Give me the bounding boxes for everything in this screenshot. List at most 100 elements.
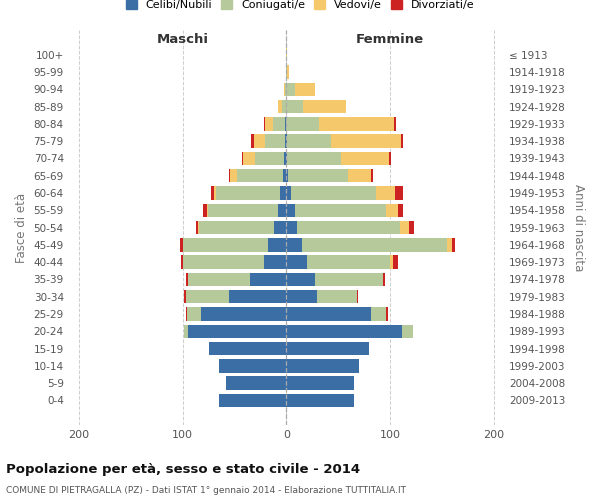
Bar bbox=[383, 272, 385, 286]
Bar bbox=[263, 256, 286, 269]
Text: Femmine: Femmine bbox=[356, 33, 424, 46]
Bar bbox=[286, 152, 287, 165]
Bar bbox=[386, 308, 388, 320]
Bar bbox=[286, 376, 353, 390]
Bar bbox=[283, 169, 286, 182]
Bar bbox=[447, 238, 452, 252]
Bar bbox=[188, 324, 286, 338]
Bar bbox=[274, 221, 286, 234]
Bar bbox=[278, 100, 282, 114]
Bar bbox=[255, 152, 284, 165]
Bar bbox=[307, 256, 390, 269]
Legend: Celibi/Nubili, Coniugati/e, Vedovi/e, Divorziati/e: Celibi/Nubili, Coniugati/e, Vedovi/e, Di… bbox=[121, 0, 479, 15]
Bar bbox=[179, 238, 182, 252]
Bar bbox=[208, 204, 278, 217]
Bar bbox=[219, 394, 286, 407]
Bar bbox=[403, 324, 413, 338]
Bar bbox=[286, 82, 295, 96]
Bar bbox=[286, 169, 289, 182]
Bar bbox=[211, 186, 214, 200]
Bar bbox=[242, 152, 243, 165]
Bar bbox=[292, 186, 376, 200]
Bar bbox=[284, 152, 286, 165]
Bar bbox=[230, 169, 236, 182]
Bar bbox=[286, 342, 369, 355]
Bar bbox=[229, 290, 286, 304]
Bar bbox=[286, 359, 359, 372]
Bar bbox=[181, 256, 182, 269]
Bar bbox=[280, 186, 286, 200]
Bar bbox=[265, 117, 273, 130]
Bar bbox=[409, 221, 414, 234]
Text: COMUNE DI PIETRAGALLA (PZ) - Dati ISTAT 1° gennaio 2014 - Elaborazione TUTTITALI: COMUNE DI PIETRAGALLA (PZ) - Dati ISTAT … bbox=[6, 486, 406, 495]
Bar bbox=[273, 117, 285, 130]
Bar bbox=[186, 290, 229, 304]
Bar bbox=[296, 221, 400, 234]
Bar bbox=[282, 100, 286, 114]
Bar bbox=[400, 221, 409, 234]
Bar bbox=[295, 204, 386, 217]
Bar bbox=[199, 221, 274, 234]
Bar bbox=[316, 272, 383, 286]
Bar bbox=[286, 186, 292, 200]
Bar bbox=[395, 186, 403, 200]
Bar bbox=[188, 272, 250, 286]
Y-axis label: Anni di nascita: Anni di nascita bbox=[572, 184, 585, 272]
Text: Maschi: Maschi bbox=[157, 33, 209, 46]
Bar bbox=[229, 169, 230, 182]
Bar bbox=[302, 238, 447, 252]
Bar bbox=[236, 169, 283, 182]
Bar bbox=[398, 204, 403, 217]
Bar bbox=[219, 359, 286, 372]
Bar bbox=[186, 308, 187, 320]
Bar bbox=[284, 82, 285, 96]
Bar bbox=[265, 134, 285, 148]
Bar bbox=[196, 221, 198, 234]
Bar bbox=[286, 134, 287, 148]
Bar bbox=[319, 117, 394, 130]
Bar bbox=[182, 238, 268, 252]
Bar bbox=[295, 82, 316, 96]
Bar bbox=[254, 134, 265, 148]
Bar bbox=[393, 256, 398, 269]
Bar bbox=[376, 186, 395, 200]
Bar bbox=[184, 324, 188, 338]
Bar bbox=[278, 204, 286, 217]
Bar bbox=[285, 82, 286, 96]
Bar bbox=[286, 100, 303, 114]
Bar bbox=[286, 290, 317, 304]
Bar bbox=[182, 256, 263, 269]
Bar bbox=[286, 65, 287, 78]
Text: Popolazione per età, sesso e stato civile - 2014: Popolazione per età, sesso e stato civil… bbox=[6, 462, 360, 475]
Bar bbox=[285, 134, 286, 148]
Bar bbox=[286, 221, 296, 234]
Bar bbox=[386, 204, 398, 217]
Bar bbox=[287, 65, 289, 78]
Bar bbox=[286, 324, 403, 338]
Bar bbox=[371, 308, 386, 320]
Bar bbox=[214, 186, 216, 200]
Bar bbox=[331, 134, 401, 148]
Bar bbox=[394, 117, 396, 130]
Bar bbox=[203, 204, 206, 217]
Y-axis label: Fasce di età: Fasce di età bbox=[15, 192, 28, 262]
Bar bbox=[202, 308, 286, 320]
Bar bbox=[371, 169, 373, 182]
Bar bbox=[184, 290, 186, 304]
Bar bbox=[286, 238, 302, 252]
Bar bbox=[286, 394, 353, 407]
Bar bbox=[286, 117, 319, 130]
Bar bbox=[216, 186, 280, 200]
Bar bbox=[287, 134, 331, 148]
Bar bbox=[286, 308, 371, 320]
Bar bbox=[452, 238, 455, 252]
Bar bbox=[287, 152, 341, 165]
Bar bbox=[289, 169, 349, 182]
Bar bbox=[251, 134, 254, 148]
Bar bbox=[226, 376, 286, 390]
Bar bbox=[243, 152, 255, 165]
Bar bbox=[209, 342, 286, 355]
Bar bbox=[198, 221, 199, 234]
Bar bbox=[286, 256, 307, 269]
Bar bbox=[349, 169, 371, 182]
